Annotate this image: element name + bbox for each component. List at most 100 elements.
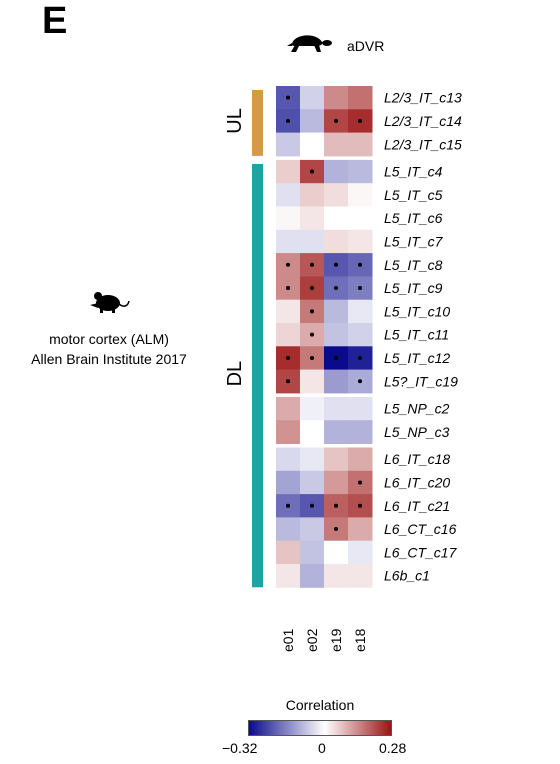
heatmap-cell — [324, 369, 349, 394]
heatmap-cell — [324, 396, 349, 421]
significance-dot — [286, 95, 290, 100]
significance-dot — [310, 169, 314, 174]
group-bar — [252, 90, 263, 156]
heatmap-cell — [324, 420, 349, 444]
significance-dot — [310, 355, 314, 360]
heatmap-cell — [300, 540, 325, 565]
significance-dot — [310, 503, 314, 508]
heatmap-cell — [348, 132, 373, 157]
heatmap-cell — [300, 206, 325, 231]
row-label: L5_IT_c11 — [384, 327, 449, 343]
row-label: L5_IT_c7 — [384, 233, 444, 249]
significance-dot — [358, 355, 362, 360]
significance-dot — [358, 480, 362, 485]
heatmap-cell — [348, 206, 373, 231]
significance-dot — [310, 262, 314, 267]
row-label: L5_IT_c5 — [384, 187, 443, 203]
row-label: L5_IT_c4 — [384, 164, 443, 180]
significance-dot — [358, 262, 362, 267]
heatmap-cell — [324, 323, 349, 347]
heatmap-cell — [348, 229, 373, 254]
heatmap-cell — [276, 132, 301, 157]
heatmap-cell — [276, 323, 301, 347]
heatmap-cell — [276, 183, 301, 207]
heatmap-cell — [300, 447, 325, 472]
heatmap-cell — [324, 470, 349, 495]
heatmap-cell — [300, 369, 325, 394]
species-label: aDVR — [347, 38, 385, 54]
row-label: L2/3_IT_c14 — [384, 113, 462, 129]
significance-dot — [286, 379, 290, 384]
heatmap-cell — [324, 229, 349, 254]
significance-dot — [334, 503, 338, 508]
heatmap-cell — [324, 132, 349, 157]
colorbar-title: Correlation — [285, 697, 355, 713]
reference-region: motor cortex (ALM) — [49, 331, 169, 347]
heatmap-cell — [348, 517, 373, 542]
heatmap-cell — [300, 396, 325, 421]
heatmap-cell — [276, 540, 301, 565]
significance-dot — [286, 355, 290, 360]
heatmap-cell — [300, 229, 325, 254]
heatmap-cell — [300, 183, 325, 207]
heatmap-cell — [348, 86, 373, 110]
panel-letter: E — [42, 0, 68, 42]
colorbar-min-label: −0.32 — [222, 740, 258, 756]
heatmap-cell — [348, 540, 373, 565]
column-label: e18 — [352, 628, 368, 652]
heatmap-chart: L2/3_IT_c13 L2/3_IT_c14 L2/3_IT_c15 L5_IT_c… — [224, 86, 462, 652]
row-label: L5_IT_c10 — [384, 303, 450, 319]
heatmap-cell — [324, 447, 349, 472]
heatmap-cell — [300, 109, 325, 134]
heatmap-cell — [324, 206, 349, 231]
heatmap-cell — [300, 420, 325, 444]
significance-dot — [358, 118, 362, 123]
row-label: L5_IT_c12 — [384, 350, 450, 366]
row-label: L2/3_IT_c15 — [384, 136, 462, 152]
heatmap-cell — [348, 159, 373, 184]
colorbar-mid-label: 0 — [318, 740, 326, 756]
heatmap-cell — [300, 517, 325, 542]
group-label: UL — [224, 108, 246, 134]
heatmap-cell — [348, 299, 373, 324]
heatmap-cell — [324, 299, 349, 324]
column-label: e19 — [328, 628, 344, 652]
heatmap-cell — [348, 396, 373, 421]
colorbar-max-label: 0.28 — [379, 740, 407, 756]
column-label: e02 — [304, 628, 320, 652]
heatmap-cell — [348, 564, 373, 588]
significance-dot — [310, 332, 314, 337]
heatmap-cell — [324, 540, 349, 565]
significance-dot — [310, 309, 314, 314]
significance-dot — [310, 286, 314, 291]
significance-dot — [286, 503, 290, 508]
significance-dot — [334, 286, 338, 291]
row-label: L5?_IT_c19 — [384, 373, 458, 389]
row-label: L6_CT_c17 — [384, 544, 458, 560]
significance-dot — [358, 503, 362, 508]
significance-dot — [358, 379, 362, 384]
significance-dot — [334, 527, 338, 532]
turtle-icon — [287, 35, 332, 52]
column-label: e01 — [280, 628, 296, 652]
heatmap-cell — [324, 564, 349, 588]
heatmap-cell — [348, 183, 373, 207]
heatmap-cell — [300, 470, 325, 495]
mouse-icon — [90, 292, 130, 313]
row-label: L2/3_IT_c13 — [384, 90, 462, 106]
heatmap-cell — [276, 420, 301, 444]
row-label: L5_IT_c8 — [384, 257, 443, 273]
heatmap-cell — [276, 396, 301, 421]
heatmap-cell — [348, 323, 373, 347]
row-label: L6_IT_c21 — [384, 498, 450, 514]
heatmap-cell — [324, 159, 349, 184]
heatmap-cell — [348, 420, 373, 444]
heatmap-cell — [276, 159, 301, 184]
significance-dot — [334, 262, 338, 267]
significance-dot — [334, 118, 338, 123]
heatmap-cell — [300, 132, 325, 157]
heatmap-cell — [276, 517, 301, 542]
row-label: L6_CT_c16 — [384, 521, 457, 537]
row-label: L5_IT_c6 — [384, 210, 443, 226]
heatmap-cell — [276, 564, 301, 588]
